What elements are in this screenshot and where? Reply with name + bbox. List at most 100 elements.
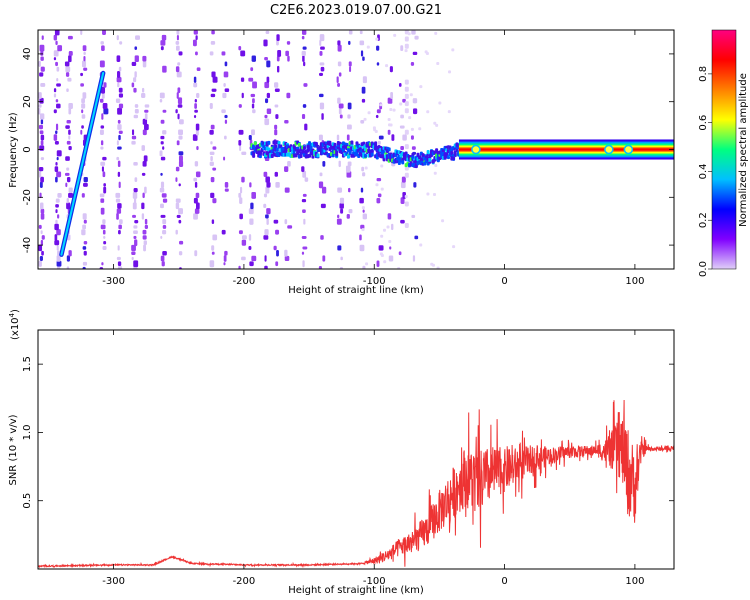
- spectrogram-cell: [238, 45, 242, 51]
- spectrogram-cell: [414, 35, 419, 40]
- spectrogram-cell: [385, 64, 389, 68]
- spectrogram-cell: [40, 239, 44, 246]
- spectrogram-cell: [39, 72, 44, 77]
- spectrogram-cell: [301, 199, 307, 203]
- spectrogram-cell: [304, 123, 308, 131]
- snr-panel: -300 -200 -100 0 100 0.5 1.0 1.5 Height of str…: [8, 309, 675, 596]
- spectrogram-cell: [55, 130, 58, 135]
- spectrogram-cell: [223, 71, 229, 78]
- spectrogram-cell: [301, 35, 305, 40]
- spectrogram-cell: [176, 214, 181, 219]
- spectrogram-cell: [299, 154, 303, 159]
- spectrogram-cell: [132, 202, 137, 210]
- spectrogram-cell: [265, 98, 269, 104]
- spectrogram-cell: [249, 182, 252, 188]
- y-tick-label: -20: [22, 189, 33, 205]
- spectrogram-cell: [419, 243, 423, 247]
- spectrogram-cell: [210, 156, 213, 162]
- spectrogram-cell: [411, 146, 416, 150]
- spectrogram-cell: [161, 193, 167, 198]
- spectrogram-cell: [212, 146, 217, 150]
- spectrogram-cell: [134, 46, 138, 50]
- spectrogram-cell: [266, 60, 271, 68]
- spectrogram-cell: [161, 261, 165, 267]
- spectrogram-cell: [210, 141, 213, 145]
- spectrogram-cell: [192, 39, 197, 47]
- spectrogram-cell: [265, 186, 270, 194]
- svg-text:(x104): (x104): [8, 309, 21, 340]
- spectrogram-cell: [248, 77, 254, 82]
- spectrogram-cell: [274, 82, 279, 88]
- spectrogram-cell: [81, 109, 84, 114]
- spectrogram-cell: [175, 202, 180, 210]
- spectrogram-cell: [391, 223, 394, 231]
- spectrogram-cell: [40, 157, 45, 161]
- spectrogram-cell: [411, 214, 416, 219]
- spectrogram-cell: [66, 88, 69, 93]
- spectrogram-cell: [348, 187, 351, 193]
- spectrogram-cell: [224, 250, 228, 256]
- spectrogram-cell: [118, 224, 122, 230]
- spectrogram-cell: [277, 50, 282, 57]
- spectrogram-cell: [117, 107, 123, 115]
- carrier-line-band: [458, 148, 674, 151]
- spectrogram-cell: [66, 266, 70, 269]
- spectrogram-cell: [418, 127, 422, 131]
- x-tick-label: -300: [102, 576, 125, 587]
- x-tick-label: 0: [501, 576, 507, 587]
- spectrogram-cell: [224, 182, 229, 188]
- spectrogram-cell: [195, 51, 198, 56]
- spectrogram-cell: [100, 224, 106, 230]
- spectrogram-cell: [162, 146, 165, 150]
- spectrogram-cell: [144, 123, 149, 131]
- spectrogram-cell: [360, 187, 364, 193]
- spectrogram-cell: [40, 83, 46, 87]
- spectrogram-cell: [221, 51, 226, 56]
- spectrogram-cell: [224, 188, 229, 192]
- spectrogram-cell: [159, 150, 163, 157]
- spectrogram-cell: [302, 193, 307, 197]
- spectrogram-cell: [119, 41, 123, 45]
- spectrogram-cell: [287, 55, 290, 62]
- spectrogram-cell: [302, 46, 307, 50]
- spectrogram-cell: [376, 177, 382, 182]
- spectrogram-cell: [144, 224, 148, 230]
- spectrogram-cell: [56, 260, 62, 267]
- spectrogram-cell: [318, 134, 323, 141]
- spectrogram-cell: [253, 141, 257, 146]
- spectrogram-cell: [212, 198, 217, 204]
- spectrogram-cell: [133, 225, 138, 229]
- spectrogram-cell: [404, 49, 408, 53]
- spectrogram-cell: [321, 113, 324, 120]
- spectrogram-y-label: Frequency (Hz): [8, 112, 19, 188]
- spectrogram-cell: [375, 183, 379, 187]
- spectrogram-cell: [248, 245, 252, 250]
- spectrogram-cell: [224, 114, 228, 119]
- spectrogram-cell: [320, 235, 324, 240]
- spectrogram-cell: [359, 234, 362, 241]
- spectrogram-cell: [275, 147, 279, 152]
- spectrogram-cell: [178, 251, 183, 256]
- spectrogram-cell: [131, 82, 135, 88]
- spectrogram-cell: [55, 162, 58, 166]
- spectrogram-cell: [53, 50, 59, 57]
- spectrogram-cell: [143, 155, 148, 162]
- spectrogram-cell: [162, 219, 167, 225]
- spectrogram-cell: [363, 117, 367, 121]
- colorbar-tick-label: 0.2: [698, 212, 709, 228]
- colorbar-tick-label: 0.8: [698, 66, 709, 82]
- spectrogram-cell: [348, 61, 352, 67]
- spectrogram-cell: [102, 30, 106, 35]
- spectrogram-cell: [142, 55, 147, 62]
- spectrogram-cell: [209, 129, 214, 135]
- spectrogram-cell: [346, 134, 350, 141]
- spectrogram-cell: [361, 228, 365, 232]
- spectrogram-cell: [68, 129, 71, 135]
- spectrogram-cell: [56, 156, 59, 161]
- spectrogram-cell: [66, 197, 69, 204]
- spectrogram-cell: [40, 208, 45, 214]
- spectrogram-cell: [277, 140, 281, 145]
- spectrogram-cell: [211, 71, 216, 78]
- x-tick-label: 100: [625, 576, 644, 587]
- spectrogram-cell: [210, 41, 216, 45]
